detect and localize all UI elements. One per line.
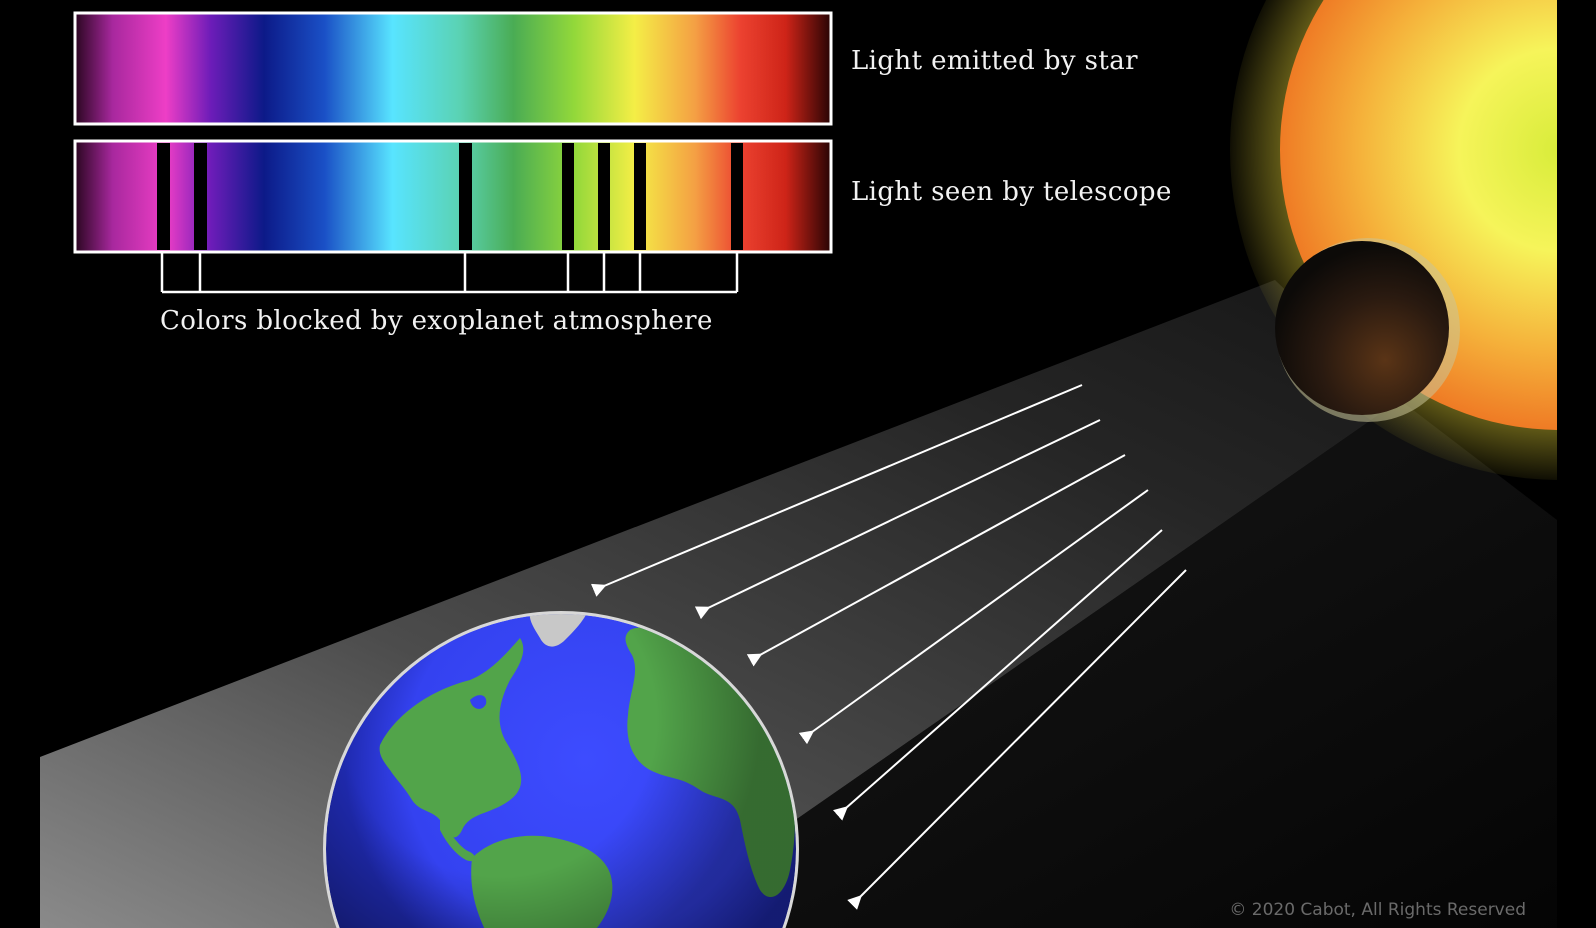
label-colors-blocked: Colors blocked by exoplanet atmosphere	[160, 306, 713, 336]
spectrum-seen	[73, 139, 833, 254]
right-border	[1557, 0, 1596, 928]
light-ray-arrow-icon	[694, 419, 1101, 620]
light-rays	[590, 384, 1187, 910]
absorption-line	[634, 143, 646, 250]
copyright-notice: © 2020 Cabot, All Rights Reserved	[1229, 900, 1526, 920]
spectrum-emitted	[73, 11, 833, 126]
absorption-lines	[157, 143, 743, 250]
absorption-line	[562, 143, 574, 250]
absorption-line	[731, 143, 743, 250]
light-ray-arrow-icon	[847, 569, 1187, 910]
absorption-line	[598, 143, 610, 250]
light-ray-arrow-icon	[798, 489, 1149, 745]
light-ray-arrow-icon	[590, 384, 1083, 597]
label-light-seen: Light seen by telescope	[851, 177, 1172, 207]
light-beam-shadow	[640, 400, 1557, 928]
absorption-line	[459, 143, 472, 250]
absorption-line	[194, 143, 207, 250]
absorption-bracket	[160, 252, 739, 294]
light-ray-arrow-icon	[746, 454, 1126, 667]
light-ray-arrow-icon	[832, 529, 1163, 821]
earth-icon	[326, 614, 796, 928]
label-light-emitted: Light emitted by star	[851, 46, 1138, 76]
absorption-line	[157, 143, 170, 250]
exoplanet-icon	[1275, 241, 1449, 415]
